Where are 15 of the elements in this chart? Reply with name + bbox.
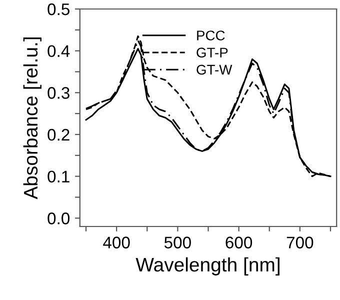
x-tick-label: 500	[164, 236, 191, 248]
legend-label: GT-W	[196, 64, 232, 75]
legend-label: PCC	[197, 30, 225, 40]
x-axis-title: Wavelength [nm]	[136, 257, 280, 276]
y-tick-label: 0.5	[48, 3, 70, 16]
x-tick-label: 700	[286, 236, 314, 248]
y-tick-label: 0.0	[48, 212, 70, 224]
x-tick-label: 600	[226, 236, 252, 248]
legend-label: GT-P	[196, 48, 228, 58]
y-tick-label: 0.1	[48, 170, 70, 183]
x-tick-label: 400	[103, 236, 130, 248]
y-tick-label: 0.3	[48, 87, 70, 99]
y-axis-title: Absorbance [rel.u.]	[23, 38, 42, 200]
y-tick-label: 0.4	[48, 45, 70, 58]
y-tick-label: 0.2	[48, 128, 70, 141]
